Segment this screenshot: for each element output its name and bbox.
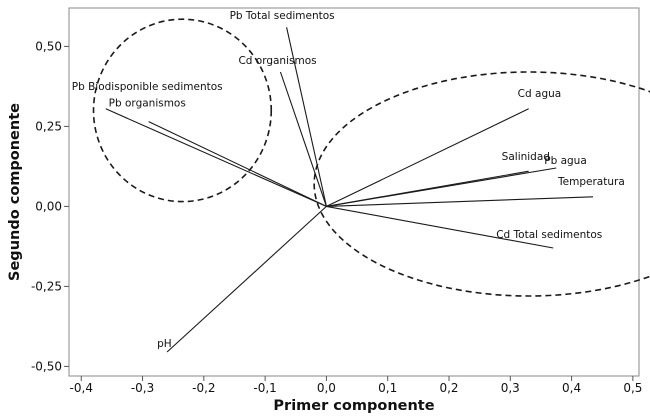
x-tick-label: -0,2 <box>192 381 215 395</box>
x-tick-label: 0,2 <box>439 381 458 395</box>
vector-label-cd-organismos: Cd organismos <box>238 55 316 67</box>
vector-pb-total-sedimentos <box>286 27 327 207</box>
vector-label-temperatura: Temperatura <box>557 176 625 188</box>
cluster-ellipses <box>92 18 650 297</box>
cluster-ellipse-2 <box>313 71 650 297</box>
vector-temperatura <box>326 196 594 207</box>
y-axis-ticks: -0,50 -0,25 0,00 0,25 0,50 <box>31 39 69 373</box>
y-tick-label: 0,00 <box>35 199 62 213</box>
y-tick-label: -0,25 <box>31 279 62 293</box>
y-tick-label: -0,50 <box>31 359 62 373</box>
vector-cd-agua <box>326 108 529 207</box>
y-tick-label: 0,25 <box>35 119 62 133</box>
x-tick-label: -0,3 <box>131 381 154 395</box>
vector-label-pb-total-sedimentos: Pb Total sedimentos <box>230 10 335 22</box>
vector-salinidad <box>326 170 529 207</box>
vector-label-ph: pH <box>157 338 172 350</box>
x-tick-label: 0,5 <box>623 381 642 395</box>
vector-cd-organismos <box>279 71 327 207</box>
vector-cd-total-sedimentos <box>326 205 554 249</box>
x-tick-label: 0,4 <box>562 381 581 395</box>
vector-labels: Pb Total sedimentos Cd organismos Pb Biodi… <box>72 10 625 350</box>
x-tick-label: 0,3 <box>501 381 520 395</box>
vector-label-cd-agua: Cd agua <box>518 88 562 100</box>
vector-ph <box>166 205 327 353</box>
vector-label-cd-total-sedimentos: Cd Total sedimentos <box>496 229 602 241</box>
vector-label-salinidad: Salinidad <box>502 151 550 163</box>
y-axis-title: Segundo componente <box>7 103 23 281</box>
vector-pb-biodisponible-sedimentos <box>105 108 327 207</box>
loading-vectors <box>105 27 594 353</box>
vector-pb-organismos <box>148 121 327 207</box>
vector-label-pb-biodisponible-sedimentos: Pb Biodisponible sedimentos <box>72 81 223 93</box>
x-tick-label: -0,4 <box>70 381 93 395</box>
x-tick-label: -0,1 <box>253 381 276 395</box>
plot-frame <box>68 7 640 377</box>
x-tick-label: 0,1 <box>378 381 397 395</box>
y-tick-label: 0,50 <box>35 39 62 53</box>
x-axis-ticks: -0,4 -0,3 -0,2 -0,1 0,0 0,1 0,2 0,3 0,4 0,5 <box>70 376 642 395</box>
cluster-ellipse-1 <box>92 18 273 203</box>
vector-label-pb-organismos: Pb organismos <box>109 98 186 110</box>
x-axis-title: Primer componente <box>273 398 434 414</box>
x-tick-label: 0,0 <box>317 381 336 395</box>
vector-label-pb-agua: Pb agua <box>544 155 587 167</box>
